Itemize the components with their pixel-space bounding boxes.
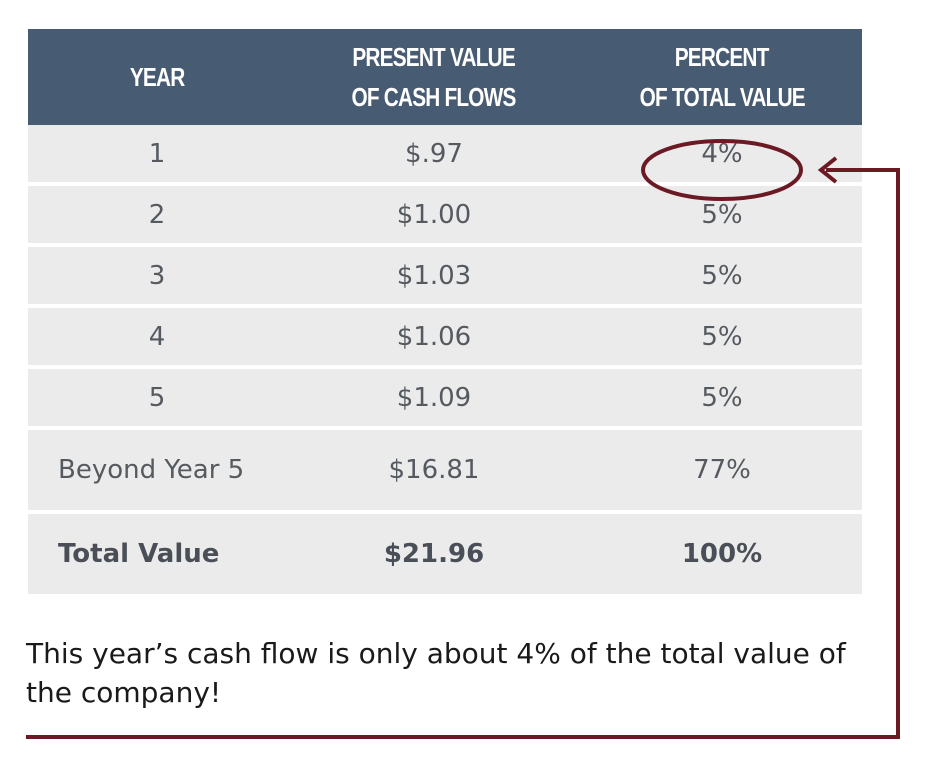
cell-total-label: Total Value bbox=[58, 539, 220, 569]
cell-present-value: $1.06 bbox=[396, 321, 472, 352]
cell-percent: 5% bbox=[701, 260, 743, 291]
cell-total-percent: 100% bbox=[681, 539, 763, 569]
callout-connector-line bbox=[26, 168, 900, 739]
caption-text: This year’s cash flow is only about 4% o… bbox=[26, 637, 846, 709]
cell-percent: 5% bbox=[701, 199, 743, 230]
header-percent: PERCENT OF TOTAL VALUE bbox=[639, 42, 805, 112]
cell-percent: 5% bbox=[701, 382, 743, 413]
table-header: YEAR PRESENT VALUE OF CASH FLOWS PERCENT… bbox=[28, 29, 862, 125]
cell-year: 1 bbox=[148, 138, 166, 169]
table-row-total: Total Value $21.96 100% bbox=[28, 514, 862, 594]
arrow-head-icon bbox=[817, 156, 838, 184]
cell-percent: 5% bbox=[701, 321, 743, 352]
cell-year: 2 bbox=[148, 199, 166, 230]
table-row: 1 $.97 4% bbox=[28, 125, 862, 186]
table-row: 5 $1.09 5% bbox=[28, 369, 862, 430]
cell-present-value: $16.81 bbox=[388, 455, 480, 485]
table-row: 3 $1.03 5% bbox=[28, 247, 862, 308]
table-row: 4 $1.06 5% bbox=[28, 308, 862, 369]
cell-year: 4 bbox=[148, 321, 166, 352]
header-year: YEAR bbox=[129, 62, 185, 92]
cell-year: 3 bbox=[148, 260, 166, 291]
header-present-value: PRESENT VALUE OF CASH FLOWS bbox=[351, 42, 517, 112]
cell-present-value: $1.00 bbox=[396, 199, 472, 230]
cell-present-value: $1.03 bbox=[396, 260, 472, 291]
highlight-circle bbox=[641, 139, 803, 201]
table-row-beyond: Beyond Year 5 $16.81 77% bbox=[28, 430, 862, 514]
cell-present-value: $.97 bbox=[405, 138, 463, 169]
cell-total-value: $21.96 bbox=[383, 539, 485, 569]
cell-percent: 77% bbox=[693, 455, 751, 485]
cash-flow-table: YEAR PRESENT VALUE OF CASH FLOWS PERCENT… bbox=[28, 29, 862, 594]
cell-percent: 4% bbox=[701, 138, 743, 169]
table-row: 2 $1.00 5% bbox=[28, 186, 862, 247]
cell-present-value: $1.09 bbox=[396, 382, 472, 413]
cell-year: 5 bbox=[148, 382, 166, 413]
cell-year: Beyond Year 5 bbox=[58, 455, 245, 485]
